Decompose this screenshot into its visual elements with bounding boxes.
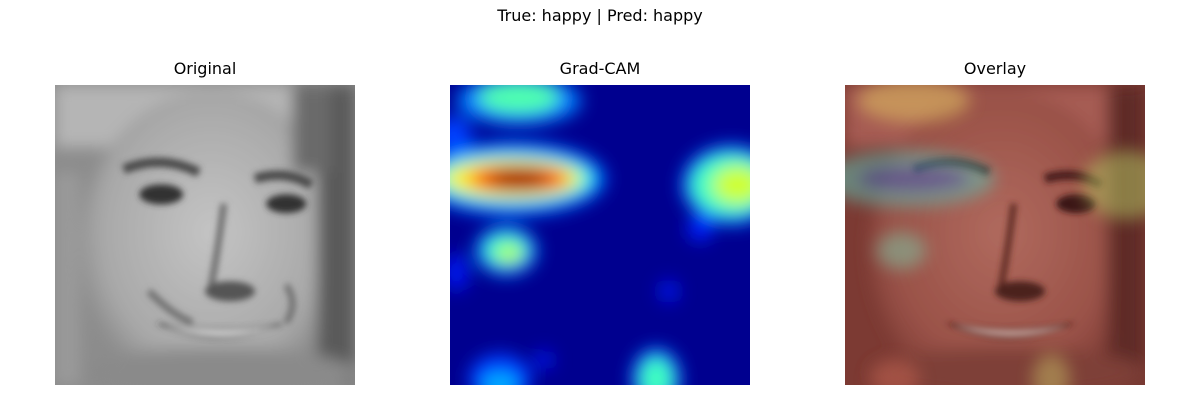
panel-title-original: Original bbox=[173, 59, 237, 78]
panel-overlay: Overlay bbox=[845, 59, 1145, 385]
original-face-image bbox=[55, 85, 355, 385]
overlay-image bbox=[845, 85, 1145, 385]
panel-title-overlay: Overlay bbox=[963, 59, 1027, 78]
gradcam-heatmap-image bbox=[450, 85, 750, 385]
figure-suptitle: True: happy | Pred: happy bbox=[497, 6, 703, 25]
panel-title-gradcam: Grad-CAM bbox=[559, 59, 641, 78]
panel-original: Original bbox=[55, 59, 355, 385]
panel-gradcam: Grad-CAM bbox=[450, 59, 750, 385]
